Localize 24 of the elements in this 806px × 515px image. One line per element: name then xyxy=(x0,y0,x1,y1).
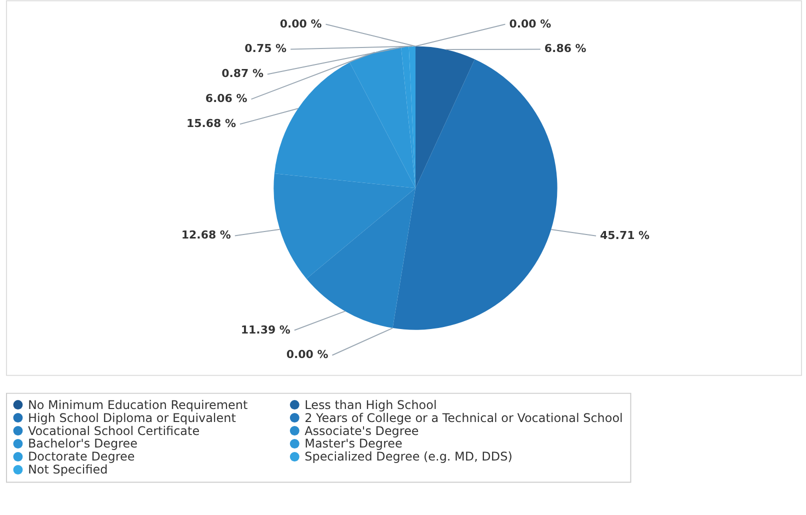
legend-label: No Minimum Education Requirement xyxy=(28,398,248,412)
text: 0.00 % xyxy=(286,348,328,362)
data-label: 0.87 % xyxy=(222,67,264,80)
legend-label: Master's Degree xyxy=(304,436,402,451)
data-label: 6.86 % xyxy=(544,42,586,56)
legend-label: Bachelor's Degree xyxy=(28,436,138,451)
legend-label: Doctorate Degree xyxy=(28,450,135,464)
data-label: 11.39 % xyxy=(240,323,290,336)
legend-label: Specialized Degree (e.g. MD, DDS) xyxy=(304,450,512,464)
legend-label: Not Specified xyxy=(28,462,108,477)
legend-label: High School Diploma or Equivalent xyxy=(28,410,236,425)
legend-label: 2 Years of College or a Technical or Vocational School xyxy=(304,410,623,425)
legend-label: Less than High School xyxy=(304,398,437,412)
text: 0.00 % xyxy=(509,17,552,30)
data-label: 0.75 % xyxy=(244,42,287,56)
data-label: 15.68 % xyxy=(186,117,236,130)
legend-label: Associate's Degree xyxy=(304,424,419,438)
pie-slice xyxy=(392,59,558,330)
data-label: 12.68 % xyxy=(181,228,231,242)
legend-label: Vocational School Certificate xyxy=(28,424,200,438)
text: 0.00 % xyxy=(280,17,322,30)
data-label: 6.06 % xyxy=(205,92,248,106)
pie-slice xyxy=(415,46,475,188)
data-label: 45.71 % xyxy=(600,228,650,242)
